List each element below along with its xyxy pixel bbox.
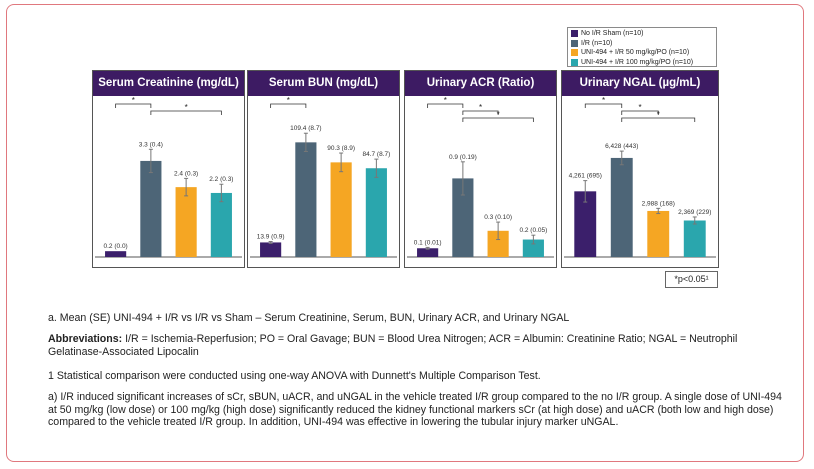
significance-bracket [427,103,464,108]
panel-serum-bun: Serum BUN (mg/dL) 13.9 (0.9) 109.4 (8.7) 9… [247,70,400,268]
data-label: 2,369 (229) [678,209,711,216]
data-label: 4,261 (695) [569,173,602,180]
data-label: 2,988 (168) [642,200,675,207]
caption-abbreviations: Abbreviations: I/R = Ischemia-Reperfusio… [48,333,788,358]
panel-serum-creatinine: Serum Creatinine (mg/dL) 0.2 (0.0) 3.3 (0… [92,70,245,268]
bar [330,162,352,257]
bar [647,210,670,257]
legend-item-sham: No I/R Sham (n=10) [571,29,713,39]
bar-chart-urinary-acr: 0.1 (0.01) 0.9 (0.19) 0.3 (0.10) 0.2 (0.05)… [407,96,554,258]
bar-chart-serum-creatinine: 0.2 (0.0) 3.3 (0.4) 2.4 (0.3) 2.2 (0.3) * * [95,96,242,258]
data-label: 0.9 (0.19) [449,154,477,161]
legend-item-ir: I/R (n=10) [571,39,713,49]
bar [522,239,544,257]
significance-note: *p<0.05¹ [665,271,718,288]
significance-star: * [132,96,135,105]
significance-bracket [621,110,659,115]
significance-star: * [479,103,482,112]
bar [574,191,597,257]
data-label: 2.2 (0.3) [209,176,233,183]
significance-star: * [185,103,188,112]
legend-label: UNI-494 + I/R 50 mg/kg/PO (n=10) [581,49,690,56]
caption-footnote: 1 Statistical comparison were conducted … [48,370,541,382]
significance-bracket [270,103,307,108]
significance-star: * [497,110,500,119]
chart-legend: No I/R Sham (n=10) I/R (n=10) UNI-494 + … [567,27,717,67]
data-label: 13.9 (0.9) [257,233,285,240]
bar [210,192,232,257]
legend-item-uni100: UNI-494 + I/R 100 mg/kg/PO (n=10) [571,58,713,68]
bar [365,168,387,257]
significance-bracket [462,110,499,115]
bar [452,178,474,257]
significance-star: * [638,103,641,112]
bar-chart-serum-bun: 13.9 (0.9) 109.4 (8.7) 90.3 (8.9) 84.7 (8.7… [250,96,397,258]
significance-bracket [150,110,222,115]
significance-bracket [462,117,534,122]
significance-bracket [584,103,623,108]
panel-title: Serum BUN (mg/dL) [248,71,399,96]
significance-bracket [621,117,696,122]
significance-bracket [115,103,152,108]
bar [487,230,509,257]
significance-star: * [287,96,290,105]
panel-title: Urinary ACR (Ratio) [405,71,556,96]
data-label: 0.2 (0.0) [104,243,128,250]
significance-star: * [444,96,447,105]
legend-swatch [571,30,578,38]
legend-swatch [571,58,578,66]
legend-item-uni50: UNI-494 + I/R 50 mg/kg/PO (n=10) [571,48,713,58]
bar [105,251,127,257]
bar [417,248,439,257]
data-label: 0.3 (0.10) [484,214,512,221]
legend-label: I/R (n=10) [581,39,613,47]
abbreviations-text: I/R = Ischemia-Reperfusion; PO = Oral Ga… [48,333,738,358]
data-label: 6,428 (443) [605,143,638,150]
bar [610,157,633,257]
data-label: 90.3 (8.9) [327,145,355,152]
caption-summary: a) I/R induced significant increases of … [48,391,782,428]
significance-star: * [602,96,605,105]
bar [175,187,197,257]
legend-swatch [571,49,578,57]
data-label: 0.2 (0.05) [519,227,547,234]
panel-title: Serum Creatinine (mg/dL) [93,71,244,96]
bar [295,142,317,257]
bar [140,160,162,257]
data-label: 109.4 (8.7) [290,125,321,132]
panel-urinary-acr: Urinary ACR (Ratio) 0.1 (0.01) 0.9 (0.19)… [404,70,557,268]
data-label: 84.7 (8.7) [362,151,390,158]
caption-a: a. Mean (SE) UNI-494 + I/R vs I/R vs Sha… [48,312,570,324]
bar-chart-urinary-ngal: 4,261 (695) 6,428 (443) 2,988 (168)2,369 (… [564,96,716,258]
bar [683,220,706,257]
legend-label: UNI-494 + I/R 100 mg/kg/PO (n=10) [581,58,694,66]
data-label: 0.1 (0.01) [414,239,442,246]
abbreviations-label: Abbreviations: [48,333,123,345]
panel-title: Urinary NGAL (µg/mL) [562,71,718,96]
data-label: 3.3 (0.4) [139,141,163,148]
legend-swatch [571,39,578,47]
data-label: 2.4 (0.3) [174,170,198,177]
legend-label: No I/R Sham (n=10) [581,30,644,37]
panel-urinary-ngal: Urinary NGAL (µg/mL) 4,261 (695) 6,428 (4… [561,70,719,268]
significance-star: * [657,110,660,119]
bar [260,242,282,257]
